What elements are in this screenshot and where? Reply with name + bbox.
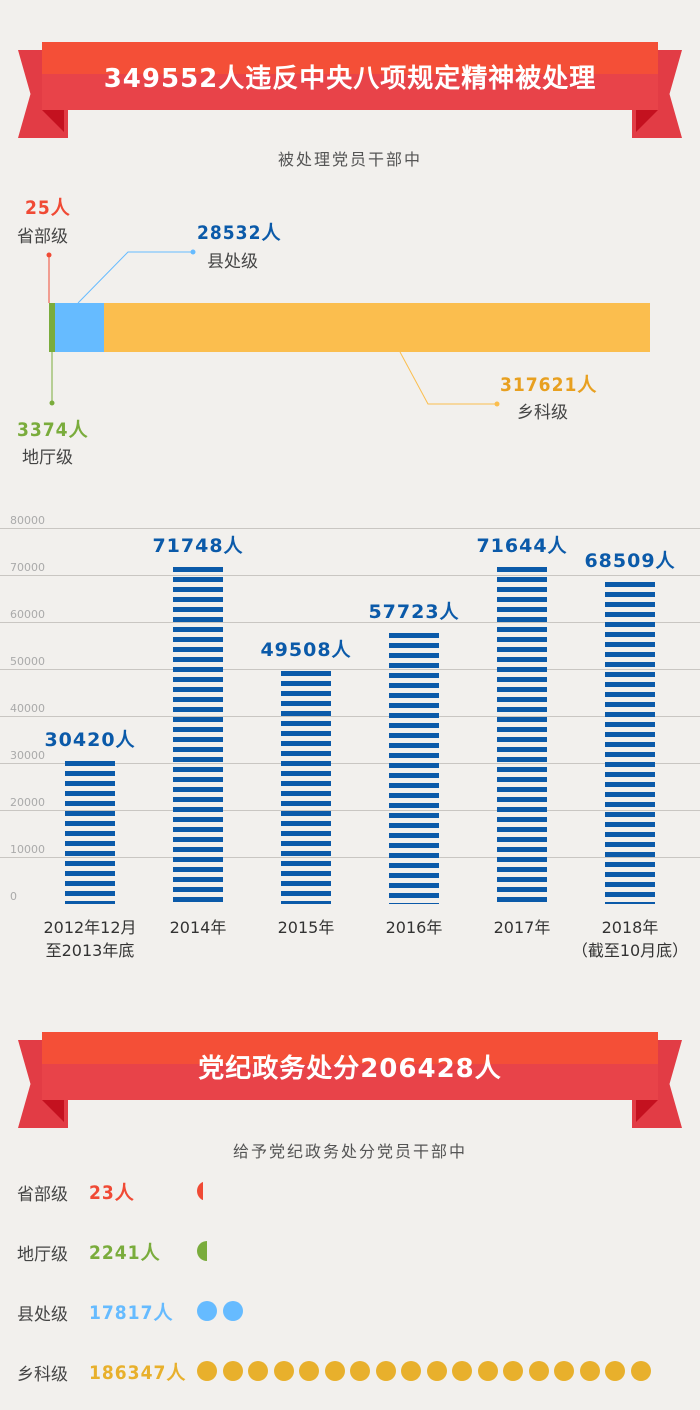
- y-tick-label: 70000: [10, 561, 45, 574]
- bar-2: [281, 671, 331, 904]
- x-tick-label: 2017年: [452, 916, 592, 939]
- level-count: 2241人: [89, 1242, 161, 1264]
- x-tick-line: 2016年: [385, 918, 443, 937]
- bar-3: [389, 633, 439, 904]
- partial-count-dot: [197, 1181, 203, 1201]
- count-dot: [197, 1361, 217, 1381]
- count-dot: [273, 1361, 294, 1381]
- gridline: [0, 669, 700, 670]
- level-label: 省部级: [17, 1185, 68, 1205]
- section-title: 党纪政务处分206428人: [198, 1054, 502, 1084]
- title-banner: 349552人违反中央八项规定精神被处理: [42, 42, 658, 110]
- prefecture-count: 3374人: [17, 419, 89, 441]
- county-label: 县处级: [207, 252, 258, 272]
- count-dot: [554, 1361, 574, 1381]
- gridline: [0, 716, 700, 717]
- value-label: 68509人: [584, 550, 676, 572]
- level-count: 23人: [89, 1182, 135, 1204]
- stacked-level-bar: [49, 303, 650, 352]
- bar-0: [65, 761, 115, 904]
- x-tick-line: 至2013年底: [45, 941, 135, 960]
- count-dot: [324, 1361, 345, 1381]
- x-tick-line: 2018年: [601, 918, 659, 937]
- count-dot: [630, 1361, 651, 1381]
- value-label: 71644人: [476, 535, 568, 557]
- value-label: 57723人: [368, 601, 460, 623]
- value-label: 71748人: [152, 535, 244, 557]
- count-dot: [222, 1301, 243, 1321]
- provincial-marker: [46, 252, 52, 258]
- y-tick-label: 80000: [10, 514, 45, 527]
- y-tick-label: 30000: [10, 749, 45, 762]
- y-tick-label: 50000: [10, 655, 45, 668]
- y-tick-label: 10000: [10, 843, 45, 856]
- gridline: [0, 575, 700, 576]
- bar-5: [605, 582, 655, 904]
- y-tick-label: 40000: [10, 702, 45, 715]
- value-label: 30420人: [44, 729, 136, 751]
- count-dot: [222, 1361, 243, 1381]
- x-tick-line: 2015年: [277, 918, 335, 937]
- count-dot: [350, 1361, 370, 1381]
- y-tick-label: 20000: [10, 796, 45, 809]
- section-title: 349552人违反中央八项规定精神被处理: [103, 64, 597, 94]
- provincial-label: 省部级: [17, 227, 68, 247]
- count-dot: [248, 1361, 268, 1381]
- count-dot: [401, 1361, 421, 1381]
- provincial-count: 25人: [25, 197, 71, 219]
- level-count: 17817人: [89, 1302, 174, 1324]
- gridline: [0, 622, 700, 623]
- count-dot: [579, 1361, 600, 1381]
- x-tick-label: 2016年: [344, 916, 484, 939]
- prefecture-marker: [49, 400, 55, 406]
- gridline: [0, 810, 700, 811]
- level-breakdown-connectors: [46, 249, 500, 407]
- stack-segment-2: [54, 303, 104, 352]
- count-dot: [426, 1361, 447, 1381]
- x-tick-line: 2012年12月: [43, 918, 137, 937]
- x-tick-label: 2014年: [128, 916, 268, 939]
- title-banner: 党纪政务处分206428人: [42, 1032, 658, 1100]
- level-label: 地厅级: [17, 1245, 68, 1265]
- bar-4: [497, 567, 547, 904]
- township-count: 317621人: [500, 374, 598, 396]
- count-dot: [528, 1361, 549, 1381]
- x-tick-label: 2015年: [236, 916, 376, 939]
- value-label: 49508人: [260, 639, 352, 661]
- level-label: 县处级: [17, 1305, 68, 1325]
- count-dot: [477, 1361, 498, 1381]
- count-dot: [197, 1301, 217, 1321]
- section-subtitle: 被处理党员干部中: [277, 150, 422, 169]
- x-tick-line: 2017年: [493, 918, 551, 937]
- count-dot: [503, 1361, 523, 1381]
- level-label: 乡科级: [17, 1365, 68, 1385]
- township-label: 乡科级: [517, 403, 568, 423]
- partial-count-dot: [197, 1241, 207, 1261]
- level-count: 186347人: [89, 1362, 187, 1384]
- stack-segment-3: [103, 303, 650, 352]
- county-marker: [190, 249, 196, 255]
- gridline: [0, 857, 700, 858]
- stack-segment-1: [49, 303, 55, 352]
- township-marker: [494, 401, 500, 407]
- count-dot: [605, 1361, 625, 1381]
- gridline: [0, 528, 700, 529]
- x-tick-label: 2018年 （截至10月底）: [560, 916, 700, 962]
- section-subtitle: 给予党纪政务处分党员干部中: [232, 1142, 467, 1161]
- count-dot: [375, 1361, 396, 1381]
- yearly-bar-chart: 80000 70000 60000 50000 40000 30000 20000 10000…: [0, 514, 700, 962]
- county-count: 28532人: [197, 222, 282, 244]
- x-tick-label: 2012年12月 至2013年底: [20, 916, 160, 962]
- prefecture-label: 地厅级: [22, 448, 73, 468]
- x-tick-line: （截至10月底）: [571, 941, 689, 960]
- count-dot: [452, 1361, 472, 1381]
- count-dot: [299, 1361, 319, 1381]
- bar-1: [173, 567, 223, 904]
- gridline: [0, 763, 700, 764]
- y-tick-label: 60000: [10, 608, 45, 621]
- x-tick-line: 2014年: [169, 918, 227, 937]
- y-tick-label: 0: [10, 890, 17, 903]
